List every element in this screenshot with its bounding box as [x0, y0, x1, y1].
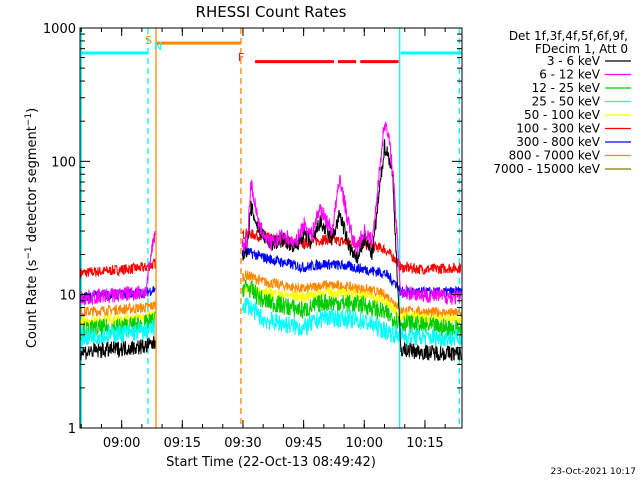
attenuator-bars — [80, 41, 462, 64]
series-lines — [80, 121, 462, 362]
legend-label: 3 - 6 keV — [547, 54, 601, 68]
x-tick-label: 09:45 — [285, 436, 322, 451]
x-tick-label: 09:30 — [224, 436, 261, 451]
y-tick-label: 10 — [59, 289, 76, 304]
x-axis-label: Start Time (22-Oct-13 08:49:42) — [166, 455, 376, 470]
chart-title: RHESSI Count Rates — [196, 3, 347, 21]
x-tick-label: 09:15 — [164, 436, 201, 451]
y-tick-label: 1000 — [43, 22, 76, 37]
series-line-800-7000-kev — [80, 270, 462, 319]
footer-timestamp: 23-Oct-2021 10:17 — [551, 467, 636, 477]
legend-label: 50 - 100 keV — [524, 108, 601, 122]
x-tick-label: 10:15 — [406, 436, 443, 451]
y-label-part-3: ) — [25, 108, 40, 113]
legend-label: 300 - 800 keV — [516, 135, 600, 149]
y-axis-ticks: 1 10 100 1000 — [43, 22, 462, 437]
annotation-n: N — [154, 40, 162, 53]
x-tick-label: 10:00 — [346, 436, 383, 451]
x-axis-ticks: 09:00 09:15 09:30 09:45 10:00 10:15 — [80, 28, 446, 451]
legend: Det 1f,3f,4f,5f,6f,9f, FDecim 1, Att 0 3… — [493, 29, 631, 176]
legend-label: 6 - 12 keV — [539, 68, 601, 82]
x-tick-label: 09:00 — [103, 436, 140, 451]
legend-label: 100 - 300 keV — [516, 122, 600, 136]
legend-label: 800 - 7000 keV — [509, 149, 601, 163]
legend-header-line-2: FDecim 1, Att 0 — [535, 42, 628, 56]
plot-frame — [79, 27, 463, 429]
y-tick-label: 100 — [51, 155, 76, 170]
y-label-exponent-1: −1 — [24, 246, 34, 259]
annotation-f: F — [238, 51, 244, 64]
annotation-labels: S N F — [145, 34, 244, 64]
legend-label: 12 - 25 keV — [532, 81, 601, 95]
y-label-part-1: Count Rate (s — [25, 259, 40, 348]
series-line-6-12-kev — [80, 121, 462, 306]
series-line-25-50-kev — [80, 297, 462, 348]
vertical-markers — [80, 28, 460, 428]
y-label-part-2: detector segment — [25, 126, 40, 246]
legend-label: 7000 - 15000 keV — [493, 162, 600, 176]
y-tick-label: 1 — [68, 422, 76, 437]
legend-header-line-1: Det 1f,3f,4f,5f,6f,9f, — [509, 29, 628, 43]
y-label-exponent-2: −1 — [24, 113, 34, 126]
y-axis-label: Count Rate (s−1 detector segment−1) — [24, 108, 40, 348]
legend-label: 25 - 50 keV — [532, 95, 601, 109]
annotation-s: S — [145, 34, 152, 47]
